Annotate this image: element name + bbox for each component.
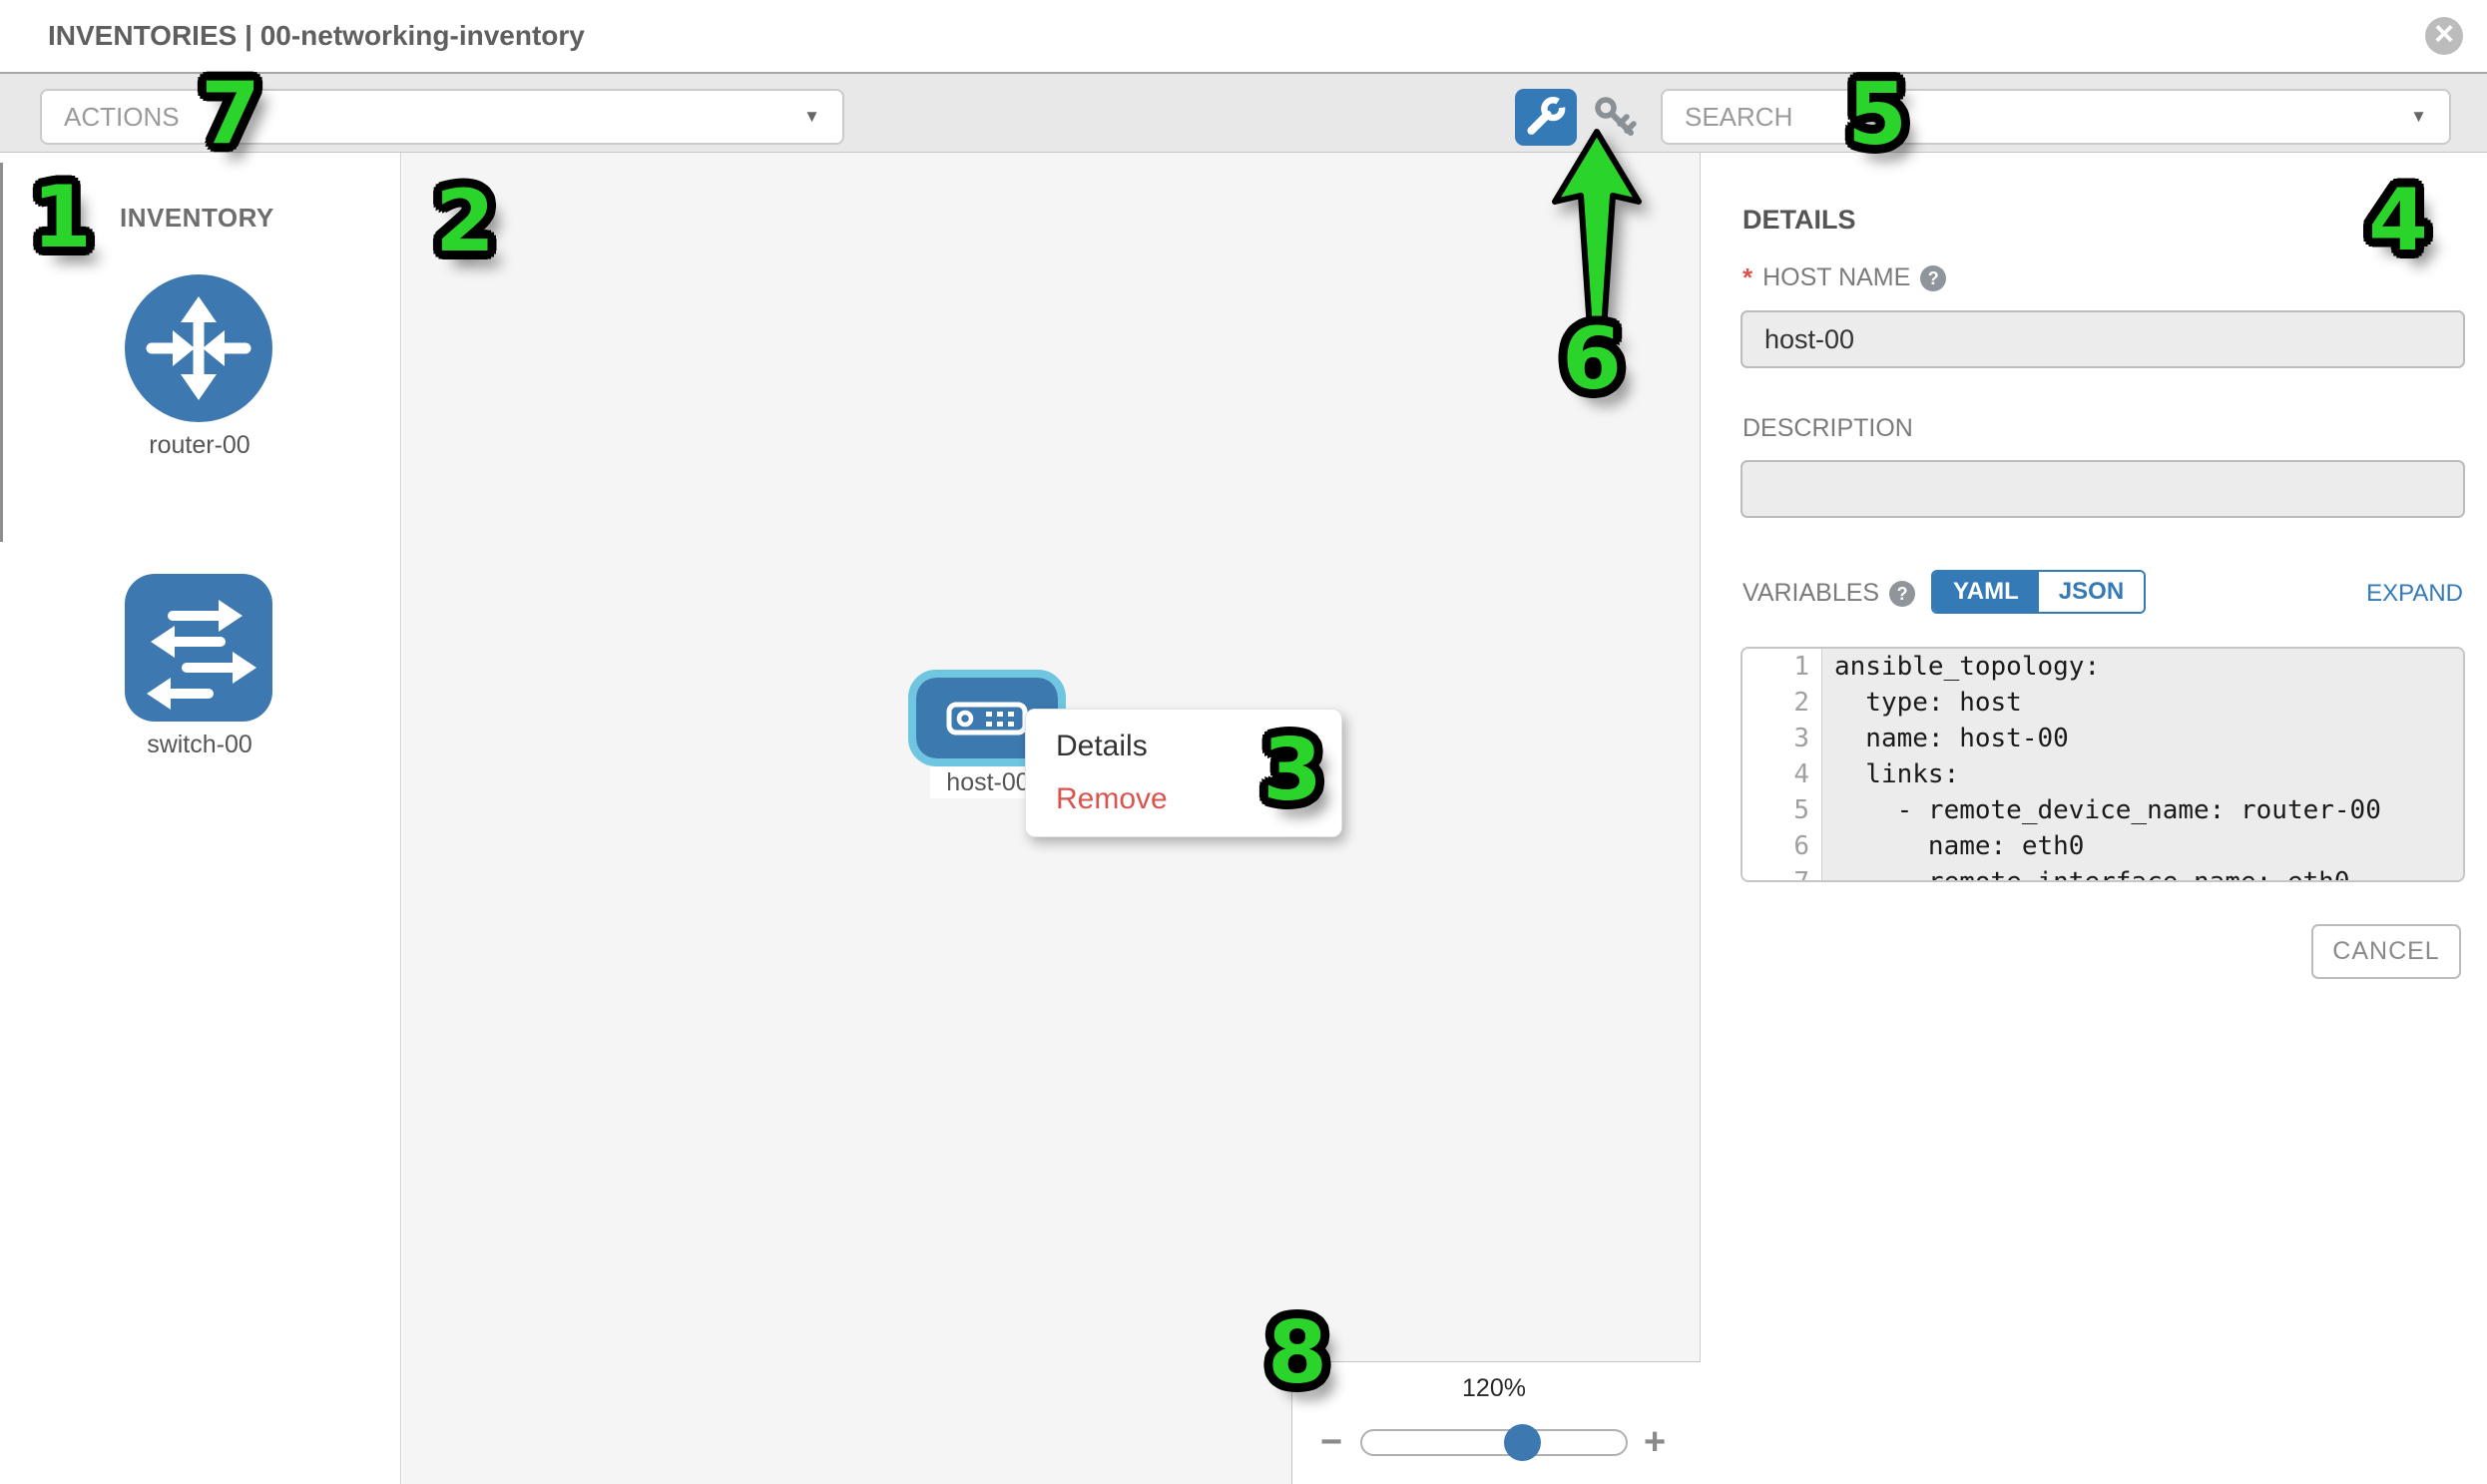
expand-link[interactable]: EXPAND bbox=[2366, 580, 2463, 607]
annotation-2: 2 bbox=[435, 172, 495, 271]
code-text: type: host bbox=[1822, 685, 2463, 721]
page-title: INVENTORIES | 00-networking-inventory bbox=[48, 20, 585, 51]
required-marker: * bbox=[1742, 262, 1753, 292]
sidebar-item-label: router-00 bbox=[149, 431, 250, 459]
toolbar: ACTIONS ▼ SEARCH ▼ bbox=[0, 72, 2487, 153]
line-number: 5 bbox=[1742, 792, 1822, 828]
sidebar-item-router[interactable]: router-00 bbox=[125, 274, 274, 460]
annotation-3: 3 bbox=[1262, 721, 1322, 820]
annotation-6: 6 bbox=[1562, 309, 1622, 409]
description-label: DESCRIPTION bbox=[1742, 414, 1913, 442]
description-field[interactable] bbox=[1741, 460, 2465, 518]
code-text: name: eth0 bbox=[1822, 828, 2463, 864]
key-icon bbox=[1595, 97, 1637, 136]
details-panel: DETAILS * HOST NAME ? DESCRIPTION VARIAB… bbox=[1702, 153, 2487, 1484]
code-text: - remote_device_name: router-00 bbox=[1822, 792, 2463, 828]
line-number: 1 bbox=[1742, 649, 1822, 685]
code-line: 3 name: host-00 bbox=[1742, 721, 2463, 756]
variables-code-editor[interactable]: 1 ansible_topology: 2 type: host 3 name: … bbox=[1741, 647, 2465, 882]
code-line: 5 - remote_device_name: router-00 bbox=[1742, 792, 2463, 828]
variables-label-row: VARIABLES ? bbox=[1742, 579, 1916, 608]
actions-dropdown[interactable]: ACTIONS ▼ bbox=[40, 89, 844, 145]
description-label-row: DESCRIPTION bbox=[1742, 414, 1913, 443]
annotation-1: 1 bbox=[32, 168, 92, 267]
tools-button[interactable] bbox=[1515, 89, 1577, 146]
context-menu: Details Remove bbox=[1025, 709, 1342, 837]
main-area: INVENTORY bbox=[0, 153, 2487, 1484]
zoom-level-label: 120% bbox=[1462, 1374, 1526, 1402]
tab-json[interactable]: JSON bbox=[2038, 572, 2145, 612]
annotation-arrow-icon bbox=[1552, 129, 1642, 332]
annotation-5: 5 bbox=[1847, 65, 1907, 165]
zoom-in-button[interactable]: + bbox=[1644, 1421, 1667, 1463]
sidebar-scrollbar[interactable] bbox=[0, 163, 3, 542]
cancel-button[interactable]: CANCEL bbox=[2311, 924, 2461, 979]
chevron-down-icon: ▼ bbox=[803, 107, 820, 126]
code-text: ansible_topology: bbox=[1822, 649, 2463, 685]
code-text: links: bbox=[1822, 756, 2463, 792]
annotation-8: 8 bbox=[1267, 1303, 1327, 1403]
context-menu-item-remove[interactable]: Remove bbox=[1056, 782, 1168, 816]
zoom-control: 120% − + bbox=[1291, 1361, 1701, 1484]
annotation-7: 7 bbox=[201, 64, 260, 164]
sidebar-item-label: switch-00 bbox=[147, 731, 252, 758]
code-line: 4 links: bbox=[1742, 756, 2463, 792]
line-number: 7 bbox=[1742, 864, 1822, 880]
line-number: 2 bbox=[1742, 685, 1822, 721]
host-name-label-row: * HOST NAME ? bbox=[1742, 262, 1947, 293]
zoom-slider[interactable] bbox=[1360, 1424, 1628, 1461]
chevron-down-icon: ▼ bbox=[2410, 107, 2427, 126]
details-heading: DETAILS bbox=[1742, 205, 1856, 235]
topology-canvas[interactable]: host-00 Details Remove 120% − + bbox=[402, 153, 1701, 1484]
line-number: 4 bbox=[1742, 756, 1822, 792]
actions-dropdown-placeholder: ACTIONS bbox=[64, 101, 180, 132]
host-name-field[interactable] bbox=[1741, 310, 2465, 368]
tab-yaml[interactable]: YAML bbox=[1933, 572, 2039, 612]
search-dropdown[interactable]: SEARCH ▼ bbox=[1661, 89, 2451, 145]
code-text: name: host-00 bbox=[1822, 721, 2463, 756]
code-line: 7 remote_interface_name: eth0 bbox=[1742, 864, 2463, 880]
zoom-slider-thumb[interactable] bbox=[1504, 1424, 1541, 1461]
sidebar-item-switch[interactable]: switch-00 bbox=[125, 574, 274, 759]
line-number: 3 bbox=[1742, 721, 1822, 756]
switch-icon bbox=[125, 574, 272, 722]
help-icon[interactable]: ? bbox=[1920, 264, 1947, 291]
zoom-out-button[interactable]: − bbox=[1320, 1421, 1343, 1463]
key-button[interactable] bbox=[1591, 95, 1639, 143]
code-line: 6 name: eth0 bbox=[1742, 828, 2463, 864]
inventory-sidebar: INVENTORY bbox=[0, 153, 401, 1484]
variables-format-toggle: YAML JSON bbox=[1931, 570, 2147, 614]
search-input[interactable]: SEARCH bbox=[1685, 101, 1793, 132]
close-icon[interactable]: × bbox=[2425, 17, 2463, 55]
inventory-heading: INVENTORY bbox=[120, 203, 274, 233]
router-icon bbox=[125, 274, 272, 422]
code-line: 2 type: host bbox=[1742, 685, 2463, 721]
annotation-4: 4 bbox=[2368, 171, 2428, 270]
host-name-label: HOST NAME bbox=[1762, 263, 1911, 291]
header-bar: INVENTORIES | 00-networking-inventory × bbox=[0, 0, 2487, 72]
code-line: 1 ansible_topology: bbox=[1742, 649, 2463, 685]
wrench-icon bbox=[1527, 94, 1571, 135]
host-icon bbox=[946, 702, 1028, 735]
line-number: 6 bbox=[1742, 828, 1822, 864]
variables-label: VARIABLES bbox=[1742, 579, 1880, 607]
code-text: remote_interface_name: eth0 bbox=[1822, 864, 2463, 880]
help-icon[interactable]: ? bbox=[1889, 580, 1916, 607]
context-menu-item-details[interactable]: Details bbox=[1056, 729, 1148, 762]
